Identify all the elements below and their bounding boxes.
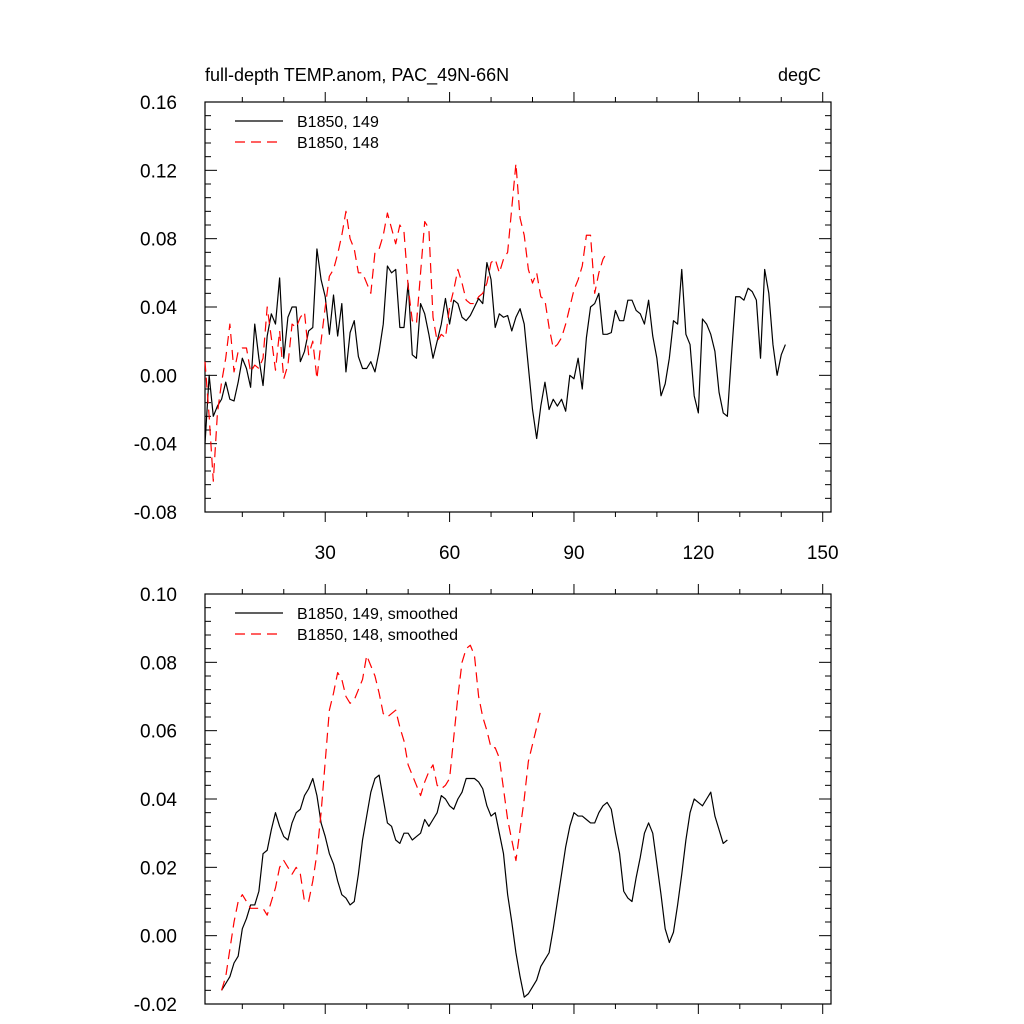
x-tick-label: 120: [682, 543, 714, 564]
y-tick-label: 0.16: [140, 93, 177, 114]
top-panel: -0.08 -0.04 0.00 0.04 0.08 0.12 0.16 30 60 90 120 1…: [134, 65, 839, 564]
y-tick-label: 0.06: [140, 722, 177, 743]
plot-frame: [204, 593, 832, 1005]
plot-frame: [204, 101, 832, 513]
series-line-2: [221, 644, 542, 991]
y-tick-label: -0.04: [134, 435, 178, 456]
x-tick-label: 30: [315, 543, 336, 564]
x-tick-label: 60: [439, 543, 460, 564]
y-tick-label: 0.00: [140, 366, 177, 387]
y-tick-label: -0.08: [134, 503, 177, 524]
series-line-1: [221, 774, 728, 998]
y-tick-label: 0.10: [140, 585, 177, 606]
x-tick-label: 90: [563, 543, 584, 564]
y-tick-label: 0.00: [140, 927, 177, 948]
legend-label-1: B1850, 149: [297, 114, 379, 131]
y-tick-label: -0.02: [134, 995, 177, 1016]
y-tick-label: 0.04: [140, 790, 177, 811]
y-tick-label: 0.08: [140, 230, 177, 251]
legend-label-2: B1850, 148: [297, 135, 379, 152]
series-line-1: [204, 248, 786, 444]
chart-units: degC: [778, 65, 821, 85]
y-tick-label: 0.04: [140, 298, 177, 319]
y-tick-label: 0.08: [140, 653, 177, 674]
legend-label-2: B1850, 148, smoothed: [297, 627, 458, 644]
x-tick-label: 150: [807, 543, 839, 564]
series-line-2: [204, 162, 608, 482]
y-tick-label: 0.12: [140, 161, 177, 182]
chart-title: full-depth TEMP.anom, PAC_49N-66N: [205, 65, 509, 86]
bottom-panel: -0.02 0.00 0.02 0.04 0.06 0.08 0.10 B1850, 149,…: [134, 584, 832, 1016]
legend-label-1: B1850, 149, smoothed: [297, 606, 458, 623]
y-tick-label: 0.02: [140, 858, 177, 879]
